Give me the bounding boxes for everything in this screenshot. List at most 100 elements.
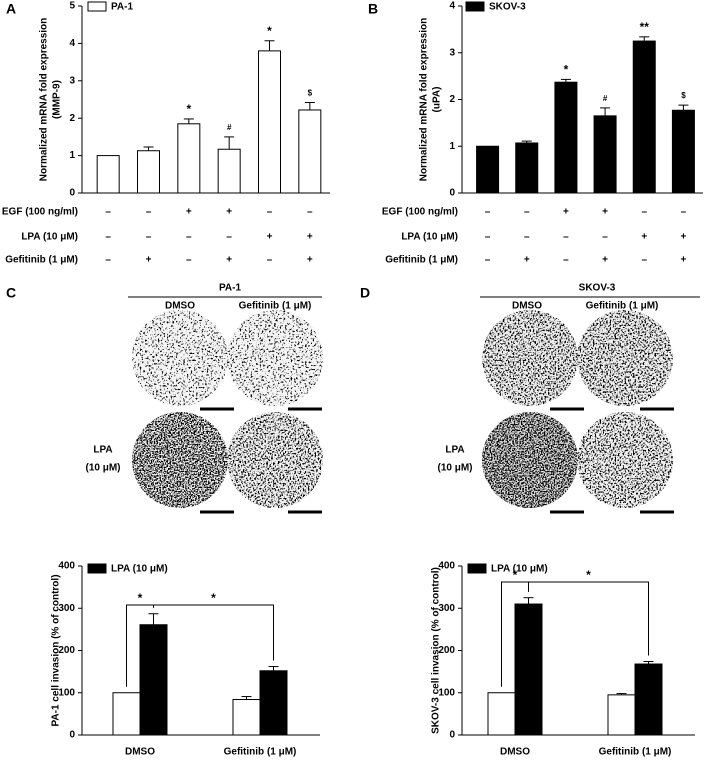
bar [298,109,322,194]
error-bar [616,693,627,695]
x-tick-label: Gefitinib (1 μM) [224,747,297,758]
bar [487,692,516,736]
error-bar [639,36,650,42]
panel-letter: C [6,285,16,301]
condition-label: LPA (10 μM) [401,232,458,243]
micrograph [227,310,323,406]
y-tick-label: 1 [69,150,75,161]
y-tick-label: 4 [449,1,455,12]
condition-sign: – [563,232,569,243]
annotation: * [564,63,569,77]
condition-sign: + [267,232,273,243]
significance-label: * [586,568,591,582]
condition-sign: + [226,255,232,266]
y-tick-label: 200 [58,645,75,656]
legend-swatch [465,1,485,12]
error-bar [183,118,194,124]
condition-label: Gefitinib (1 μM) [385,255,458,266]
condition-sign: – [105,207,111,218]
y-axis-label: Normalized mRNA fold expression [419,18,430,182]
y-tick-label: 0 [449,188,455,199]
legend-swatch [87,563,107,574]
condition-sign: – [485,207,491,218]
bar [476,145,500,194]
micrograph [132,412,228,508]
annotation: $ [681,91,686,100]
bar [671,109,695,194]
error-bar [521,140,532,143]
panel-letter: A [6,1,16,17]
bar [139,624,168,736]
bar [514,603,543,736]
condition-sign: – [105,232,111,243]
y-axis-label: (MMP-9) [52,80,63,119]
condition-sign: – [186,232,192,243]
error-bar [643,660,654,665]
y-tick-label: 300 [58,603,75,614]
y-tick-label: 2 [69,113,75,124]
bar [137,150,160,194]
legend-swatch [87,1,107,12]
bar [632,40,656,194]
x-tick-label: DMSO [500,747,530,758]
error-bar [678,104,689,111]
x-tick-label: Gefitinib (1 μM) [599,747,672,758]
condition-sign: – [186,255,192,266]
condition-sign: + [602,255,608,266]
y-axis-label: PA-1 cell invasion (% of control) [51,574,62,726]
condition-sign: + [186,207,192,218]
annotation: ** [640,20,650,34]
bar [177,123,201,194]
y-tick-label: 0 [69,188,75,199]
y-tick-label: 0 [69,730,75,741]
micrograph-panel: PA-1 DMSO Gefitinib (1 μM) LPA (10 μM) [85,283,323,514]
row-label: (10 μM) [437,463,472,474]
column-label: Gefitinib (1 μM) [239,301,312,312]
error-bar [241,696,252,700]
bar-chart: 0 1 2 3 4 Normalized mRNA fold expression (uPA… [382,1,703,266]
x-tick-label: DMSO [125,747,155,758]
column-label: DMSO [165,301,195,312]
condition-sign: + [524,255,530,266]
panel-letter: B [368,1,378,17]
condition-sign: – [485,232,491,243]
y-tick-label: 3 [449,47,455,58]
significance-bracket [153,604,274,661]
y-tick-label: 1 [449,141,455,152]
y-tick-label: 400 [58,561,75,572]
bar [258,50,281,194]
condition-sign: + [226,207,232,218]
condition-sign: – [524,232,530,243]
condition-sign: – [485,255,491,266]
bar [593,115,617,194]
annotation: $ [308,89,313,98]
annotation: # [603,94,608,103]
y-tick-label: 2 [449,94,455,105]
micrograph-title: SKOV-3 [579,283,616,294]
column-label: DMSO [512,301,542,312]
legend-label: LPA (10 μM) [491,564,548,575]
bar [112,692,141,736]
annotation: * [267,24,272,38]
micrograph-panel: SKOV-3 DMSO Gefitinib (1 μM) LPA (10 μM) [437,283,700,514]
bar [217,148,241,194]
row-label: LPA [445,445,464,456]
condition-sign: + [563,207,569,218]
bar-chart: 0 1 2 3 4 5 Normalized mRNA fold expression (MM… [2,1,330,266]
condition-label: EGF (100 ng/ml) [382,207,458,218]
condition-label: EGF (100 ng/ml) [2,207,78,218]
error-bar [560,78,571,83]
y-tick-label: 400 [438,561,455,572]
micrograph-title: PA-1 [219,283,241,294]
error-bar [523,597,534,605]
condition-sign: + [307,255,313,266]
bar [259,670,288,736]
bar [634,663,663,736]
micrograph [482,412,578,508]
condition-sign: + [680,232,686,243]
error-bar [304,101,315,110]
micrograph [227,412,323,508]
error-bar [264,40,275,51]
y-tick-label: 3 [69,75,75,86]
panel-letter: D [360,285,370,301]
